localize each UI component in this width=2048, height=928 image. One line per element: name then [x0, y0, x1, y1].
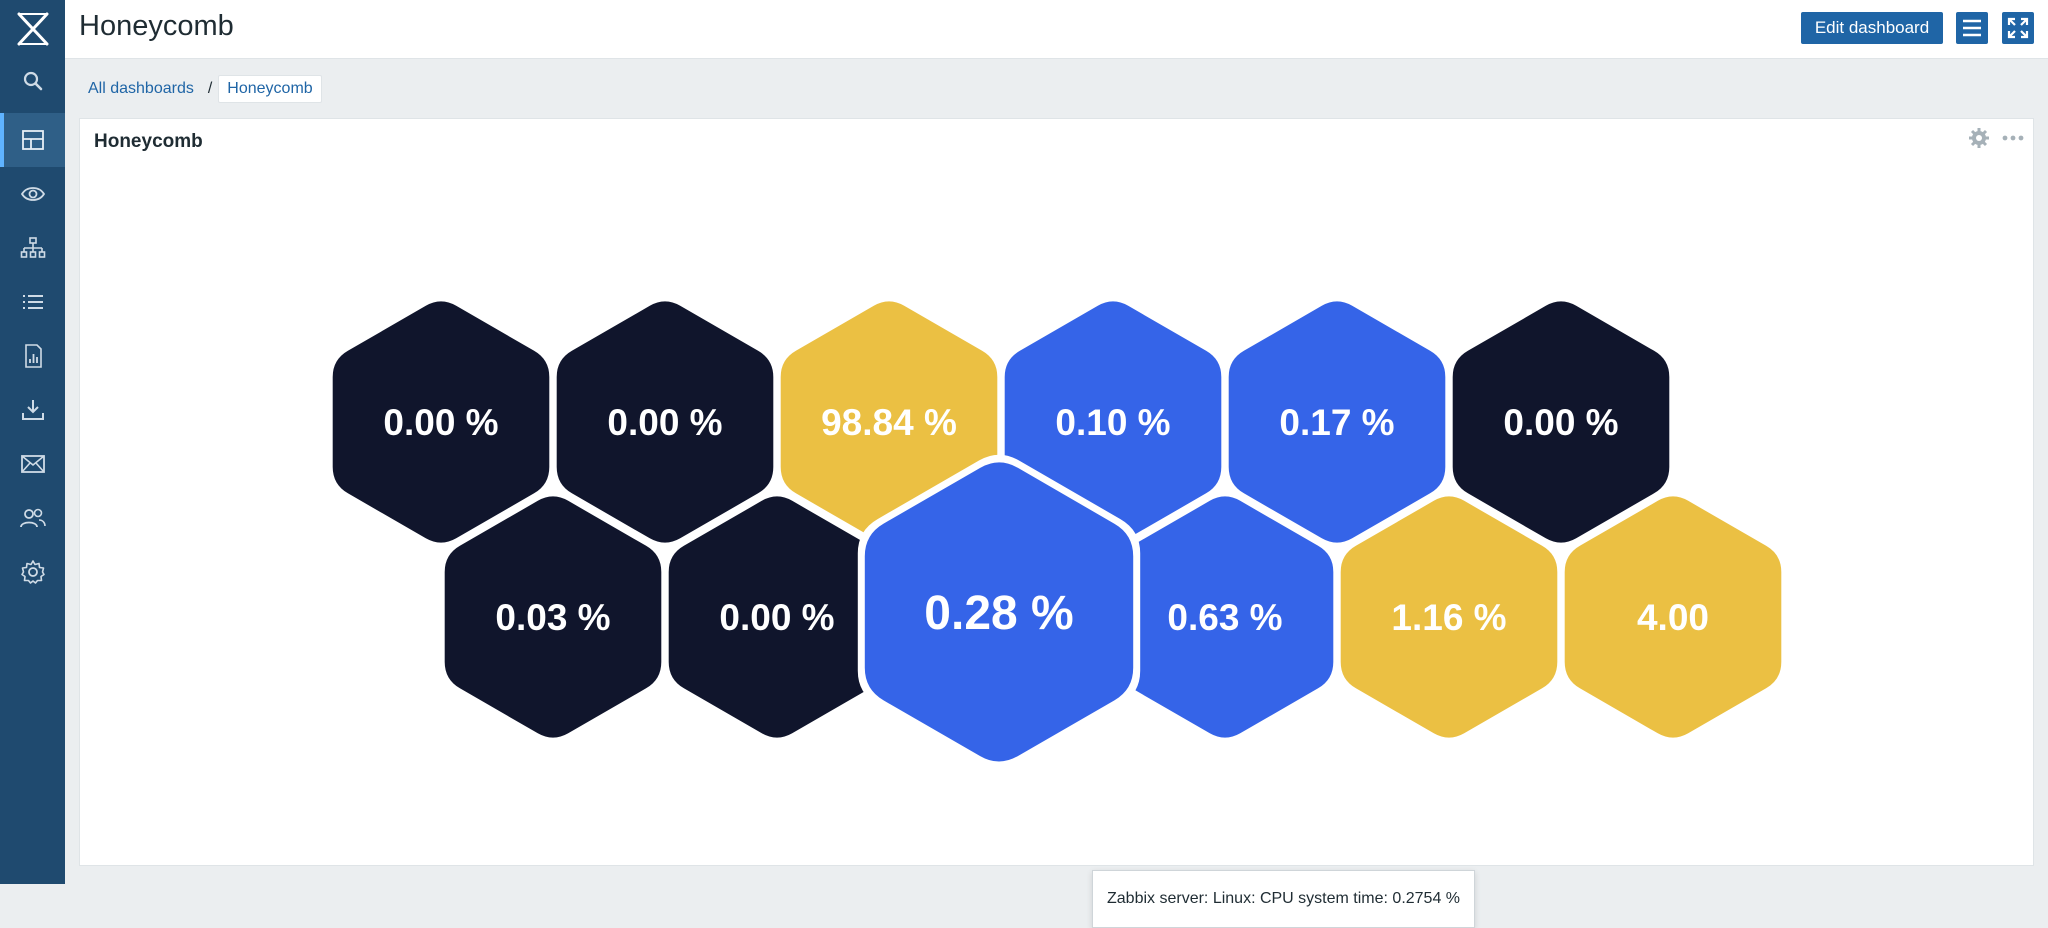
cell-value-label: 0.03 % — [495, 597, 610, 638]
cell-value-label: 4.00 — [1637, 597, 1709, 638]
cell-hexagon — [332, 301, 550, 543]
breadcrumb: All dashboards / Honeycomb — [76, 74, 322, 104]
honeycomb-cell[interactable]: 0.63 % — [1116, 496, 1334, 738]
cell-value-label: 0.17 % — [1279, 402, 1394, 443]
edit-dashboard-button[interactable]: Edit dashboard — [1801, 12, 1943, 44]
cell-value-label: 0.28 % — [924, 587, 1073, 640]
sidebar-item-monitoring[interactable] — [0, 167, 65, 221]
sidebar-item-data-collection[interactable] — [0, 383, 65, 437]
gear-icon — [20, 560, 45, 584]
cell-hexagon — [1452, 301, 1670, 543]
header: Honeycomb Edit dashboard — [65, 0, 2048, 59]
cell-hexagon — [556, 301, 774, 543]
sidebar-item-reports[interactable] — [0, 329, 65, 383]
breadcrumb-all-dashboards[interactable]: All dashboards — [88, 80, 194, 97]
honeycomb-cell[interactable]: 0.10 % — [1004, 301, 1222, 543]
cell-hexagon — [444, 496, 662, 738]
zabbix-logo[interactable] — [14, 10, 52, 48]
sidebar-item-search[interactable] — [0, 54, 65, 108]
page-title: Honeycomb — [79, 10, 234, 42]
cell-value-label: 0.00 % — [383, 402, 498, 443]
honeycomb-cell[interactable]: 0.00 % — [556, 301, 774, 543]
cell-value-label: 0.63 % — [1167, 597, 1282, 638]
sidebar-item-administration[interactable] — [0, 545, 65, 599]
download-icon — [21, 400, 44, 420]
cell-value-label: 0.00 % — [1503, 402, 1618, 443]
report-icon — [24, 344, 42, 368]
dashboard-icon — [21, 130, 44, 150]
hover-tooltip: Zabbix server: Linux: CPU system time: 0… — [1092, 870, 1476, 928]
sidebar-item-users[interactable] — [0, 491, 65, 545]
sidebar-item-inventory[interactable] — [0, 275, 65, 329]
cell-value-label: 0.00 % — [719, 597, 834, 638]
honeycomb-cell[interactable]: 0.17 % — [1228, 301, 1446, 543]
widget-title: Honeycomb — [94, 131, 203, 152]
honeycomb-chart: 0.00 % 0.00 % 98.84 % 0.10 % 0.17 % 0.00 % 0.0… — [332, 301, 1782, 770]
cell-hexagon — [1564, 496, 1782, 738]
cell-value-label: 1.16 % — [1391, 597, 1506, 638]
kiosk-mode-button[interactable] — [2002, 12, 2034, 44]
hamburger-icon — [1963, 19, 1981, 37]
honeycomb-cell[interactable]: 0.00 % — [668, 496, 886, 738]
sidebar-item-dashboards[interactable] — [0, 113, 65, 167]
eye-icon — [20, 187, 45, 201]
search-icon — [23, 71, 42, 91]
list-icon — [22, 295, 43, 309]
cell-hexagon — [1004, 301, 1222, 543]
honeycomb-cell[interactable]: 4.00 — [1564, 496, 1782, 738]
cell-hexagon — [1340, 496, 1558, 738]
honeycomb-cell[interactable]: 0.03 % — [444, 496, 662, 738]
cell-hexagon — [1116, 496, 1334, 738]
fullscreen-icon — [2007, 17, 2029, 39]
network-icon — [20, 237, 45, 258]
widget-settings-icon[interactable] — [1968, 127, 1990, 149]
sidebar-item-services[interactable] — [0, 221, 65, 275]
honeycomb-cell[interactable]: 0.28 % — [857, 454, 1141, 770]
honeycomb-widget: Honeycomb 0.00 % 0.00 % 98.84 % 0.10 % 0.17 … — [79, 118, 2034, 928]
more-options-icon[interactable] — [2000, 127, 2026, 149]
honeycomb-cell[interactable]: 1.16 % — [1340, 496, 1558, 738]
honeycomb-cell[interactable]: 0.00 % — [1452, 301, 1670, 543]
cell-hexagon — [1228, 301, 1446, 543]
sidebar — [0, 0, 65, 884]
users-icon — [19, 508, 46, 528]
honeycomb-cell[interactable]: 0.00 % — [332, 301, 550, 543]
cell-value-label: 0.00 % — [607, 402, 722, 443]
mail-icon — [20, 455, 45, 473]
cell-value-label: 98.84 % — [821, 402, 957, 443]
breadcrumb-current[interactable]: Honeycomb — [218, 75, 322, 103]
cell-hexagon — [668, 496, 886, 738]
menu-button[interactable] — [1956, 12, 1988, 44]
cell-value-label: 0.10 % — [1055, 402, 1170, 443]
sidebar-item-alerts[interactable] — [0, 437, 65, 491]
breadcrumb-separator: / — [207, 80, 213, 97]
cell-hexagon — [864, 462, 1134, 762]
